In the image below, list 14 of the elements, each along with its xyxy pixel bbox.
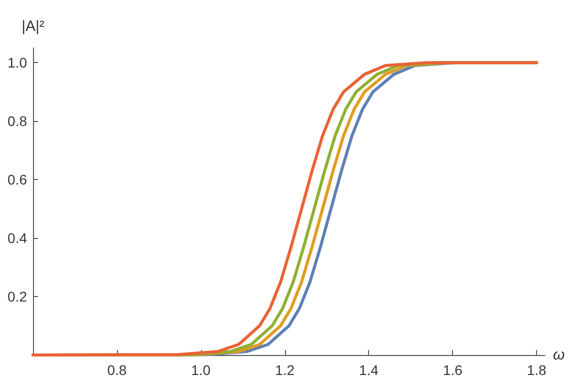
x-tick-label: 1.6	[442, 362, 463, 378]
x-tick-label: 1.0	[191, 362, 211, 378]
y-tick-label: 1.0	[8, 54, 28, 71]
x-tick-label: 1.2	[275, 362, 295, 378]
x-tick-label: 1.8	[526, 362, 547, 378]
x-axis-title: ω	[553, 346, 565, 364]
x-tick-label: 1.4	[359, 362, 379, 378]
y-tick-label: 0.2	[8, 288, 28, 305]
x-tick-label: 0.8	[107, 362, 127, 378]
y-tick-label: 0.6	[8, 172, 28, 188]
y-tick-label: 0.4	[8, 230, 28, 246]
line-series	[32, 61, 538, 356]
y-tick-label: 0.8	[8, 113, 28, 130]
y-axis-title: |A|²	[22, 18, 44, 35]
